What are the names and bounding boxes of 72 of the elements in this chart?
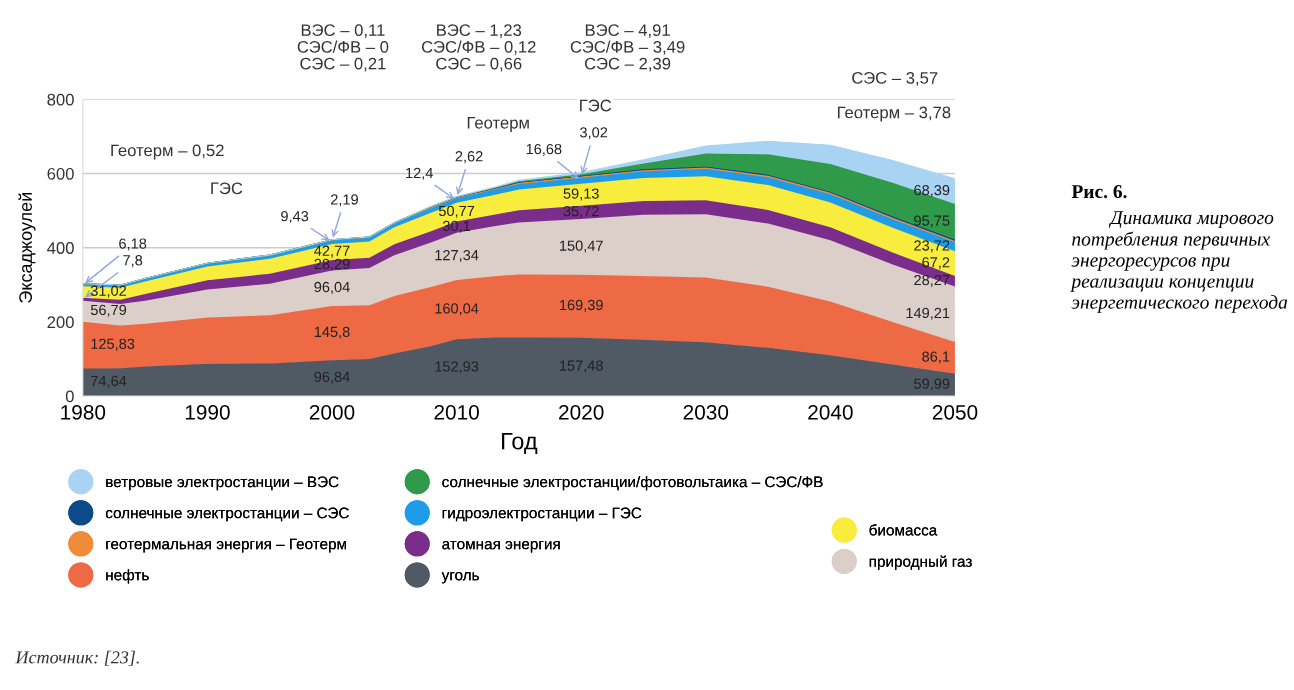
- y-tick-label: 800: [47, 93, 74, 106]
- data-label: 157,48: [560, 360, 603, 373]
- annotation: Геотерм: [467, 117, 529, 132]
- data-label: 42,77: [314, 245, 350, 258]
- x-tick-label: 1980: [61, 404, 106, 420]
- text: Динамика мирового потребления первичных энергоресурсов при реализации концепции энергетического перехода: [1070, 211, 1288, 313]
- data-label: 86,1: [922, 351, 950, 364]
- x-tick-label: 2040: [808, 404, 853, 420]
- legend-label: солнечные электростанции – СЭС: [105, 507, 349, 522]
- legend-label: ветровые электростанции – ВЭС: [106, 476, 339, 491]
- data-label: 96,04: [314, 281, 350, 294]
- legend-label: геотермальная энергия – Геотерм: [106, 538, 347, 553]
- annotation: ГЭС: [580, 99, 612, 112]
- data-label: 149,21: [906, 307, 950, 320]
- x-tick-label: 2050: [932, 404, 978, 420]
- legend-label: уголь: [441, 572, 479, 584]
- data-label: 6,18: [119, 238, 147, 251]
- x-tick-label: 2030: [683, 404, 729, 420]
- y-axis-title: Эксаджоулей: [18, 193, 36, 303]
- x-tick-label: 2000: [309, 404, 355, 420]
- text: СЭС – 3,57: [852, 72, 938, 86]
- data-label: 169,39: [560, 299, 603, 312]
- y-tick-label: 600: [47, 167, 74, 180]
- legend-label: биомасса: [869, 524, 938, 536]
- data-label: 150,47: [560, 240, 603, 253]
- data-label: 28,27: [914, 274, 950, 287]
- text: ВЭС – 1,23 СЭС/ФВ – 0,12 СЭС – 0,66: [422, 24, 536, 72]
- legend-label: атомная энергия: [442, 540, 560, 553]
- x-tick-label: 2010: [434, 404, 479, 420]
- data-label: 3,02: [580, 127, 608, 140]
- annotation: Геотерм – 0,52: [111, 144, 224, 160]
- data-label: 28,29: [314, 258, 350, 271]
- data-label: 152,93: [435, 361, 479, 374]
- data-label: 16,68: [526, 143, 562, 156]
- data-label: 35,72: [563, 205, 599, 219]
- data-label: 74,64: [91, 375, 127, 388]
- data-label: 50,77: [438, 205, 475, 218]
- annotation: Геотерм – 3,78: [837, 106, 951, 122]
- legend-label: гидроэлектростанции – ГЭС: [442, 507, 642, 522]
- data-label: 160,04: [435, 303, 479, 316]
- data-label: 56,79: [90, 304, 127, 317]
- y-tick-label: 0: [65, 390, 74, 403]
- text: ВЭС – 0,11 СЭС/ФВ – 0 СЭС – 0,21: [297, 24, 389, 72]
- y-tick-label: 200: [47, 316, 74, 329]
- x-axis-title: Год: [502, 433, 538, 454]
- data-label: 31,02: [90, 285, 127, 298]
- data-label: 2,62: [455, 151, 483, 164]
- data-label: 12,4: [406, 167, 433, 180]
- data-label: 125,83: [91, 338, 135, 351]
- data-label: 145,8: [314, 326, 350, 339]
- data-label: 68,39: [914, 185, 950, 198]
- data-label: 30,1: [442, 220, 471, 233]
- data-label: 9,43: [281, 211, 309, 224]
- x-tick-label: 2020: [559, 404, 604, 420]
- data-label: 96,84: [314, 371, 350, 384]
- y-tick-label: 400: [47, 242, 74, 254]
- data-label: 127,34: [435, 249, 479, 263]
- annotation: ГЭС: [211, 182, 243, 195]
- text: Источник: [23].: [15, 650, 139, 666]
- x-tick-label: 1990: [185, 404, 230, 420]
- data-label: 59,13: [563, 188, 599, 201]
- data-label: 23,72: [914, 240, 950, 253]
- text: ВЭС – 4,91 СЭС/ФВ – 3,49 СЭС – 2,39: [570, 24, 685, 72]
- data-label: 95,75: [914, 215, 950, 228]
- legend-label: природный газ: [869, 555, 972, 570]
- text: Рис. 6.: [1071, 185, 1127, 199]
- data-label: 7,8: [123, 255, 143, 268]
- data-label: 59,99: [914, 378, 950, 391]
- data-label: 67,2: [922, 257, 950, 270]
- data-label: 2,19: [331, 194, 358, 207]
- legend-label: солнечные электростанции/фотовольтаика – СЭС/ФВ: [442, 476, 823, 491]
- legend-label: нефть: [106, 569, 149, 584]
